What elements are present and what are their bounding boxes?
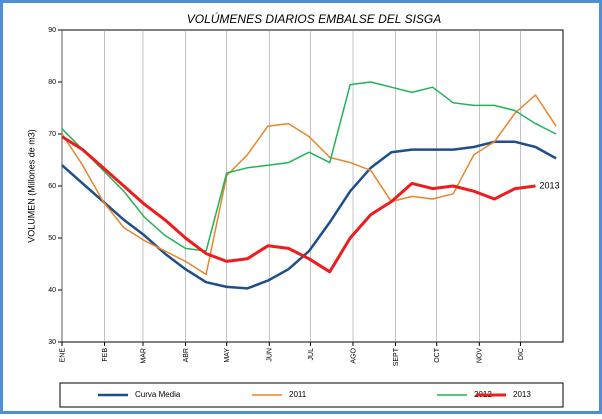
x-tick-label: JUN — [267, 348, 274, 362]
y-tick-label: 50 — [48, 235, 56, 242]
legend-label: Curva Media — [135, 390, 181, 399]
chart-title: VOLÚMENES DIARIOS EMBALSE DEL SISGA — [187, 11, 442, 26]
y-tick-label: 40 — [48, 287, 56, 294]
y-tick-label: 60 — [48, 183, 56, 190]
series-line — [61, 81, 557, 252]
y-axis-label: VOLUMEN (Millones de m3) — [26, 129, 36, 243]
x-tick-label: ENE — [59, 348, 66, 363]
x-tick-label: AGO — [350, 347, 357, 363]
x-tick-label: MAY — [224, 348, 231, 363]
x-tick-label: NOV — [477, 348, 484, 364]
series-line — [61, 140, 557, 290]
y-tick-label: 70 — [48, 131, 56, 138]
series-line — [61, 135, 536, 274]
y-tick-label: 90 — [48, 27, 56, 34]
x-tick-label: JUL — [308, 348, 315, 361]
x-tick-label: ABR — [183, 348, 190, 362]
x-tick-label: DIC — [518, 348, 525, 360]
x-tick-label: MAR — [140, 348, 147, 364]
legend-label: 2013 — [513, 390, 531, 399]
x-tick-label: OCT — [434, 347, 441, 363]
legend-label: 2011 — [289, 390, 307, 399]
plot-area — [61, 29, 564, 343]
y-tick-label: 80 — [48, 79, 56, 86]
x-tick-label: SEPT — [393, 347, 400, 366]
annotation: 2013 — [540, 180, 560, 190]
y-tick-label: 30 — [48, 339, 56, 346]
series-line — [61, 94, 557, 276]
x-tick-label: FEB — [102, 348, 109, 362]
